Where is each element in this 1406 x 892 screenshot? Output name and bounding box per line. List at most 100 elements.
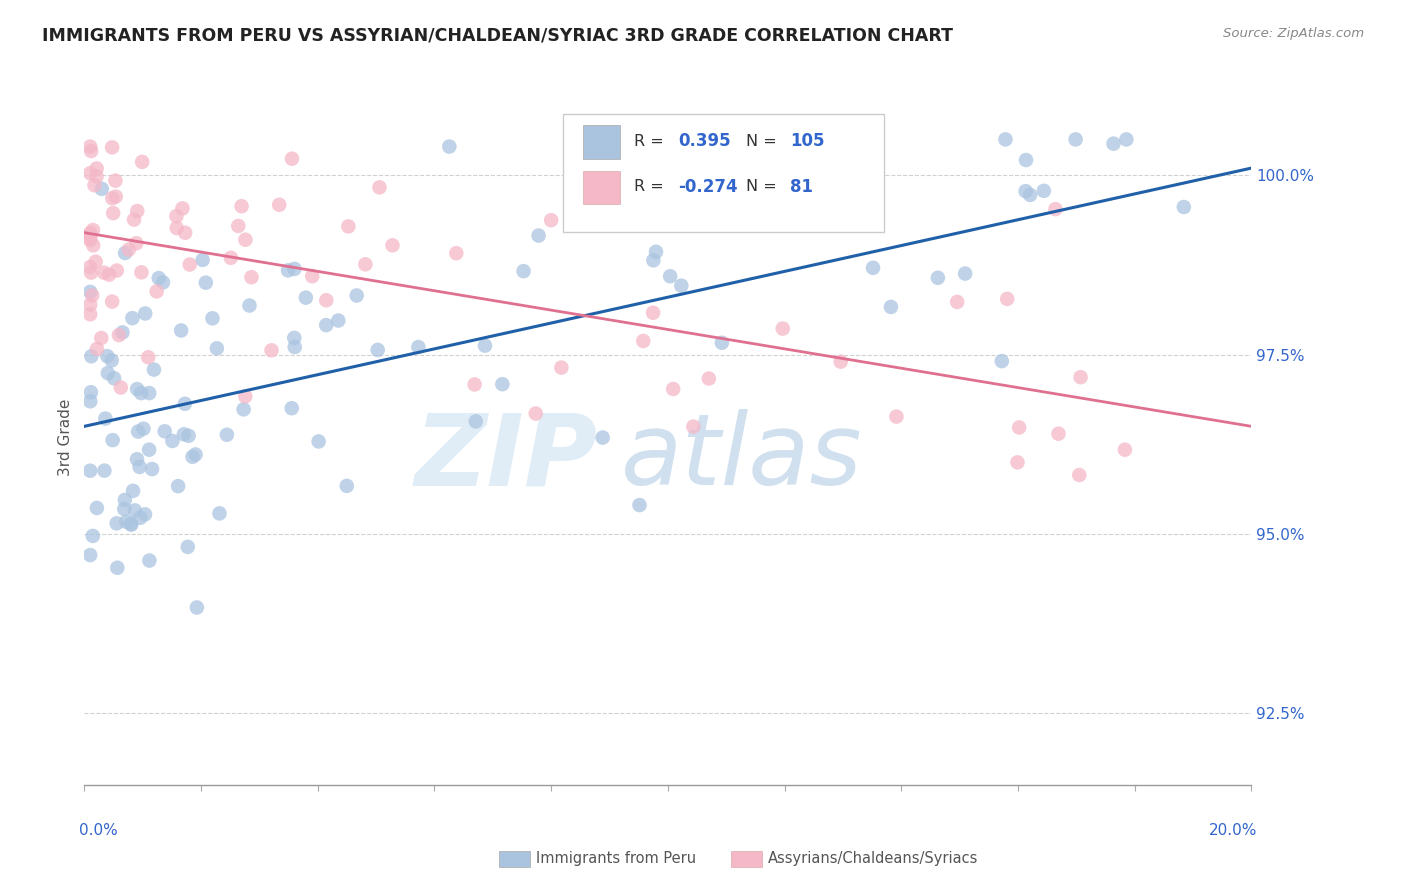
Point bbox=[101, 140, 124, 154]
Point bbox=[127, 425, 149, 439]
Point bbox=[215, 427, 238, 442]
Point bbox=[1069, 468, 1091, 483]
Point bbox=[125, 452, 148, 467]
Point bbox=[181, 450, 204, 464]
Point bbox=[93, 266, 115, 280]
Point bbox=[79, 298, 101, 312]
Point bbox=[177, 429, 200, 443]
Point bbox=[96, 349, 118, 363]
Point bbox=[682, 419, 704, 434]
Text: R =: R = bbox=[634, 134, 669, 149]
Point bbox=[886, 409, 908, 424]
Point bbox=[645, 244, 668, 259]
Point bbox=[110, 380, 132, 394]
Point bbox=[118, 243, 141, 257]
Point bbox=[174, 226, 197, 240]
Point bbox=[134, 508, 156, 522]
Point bbox=[337, 219, 360, 234]
Point bbox=[219, 251, 242, 265]
Text: N =: N = bbox=[747, 134, 782, 149]
Point bbox=[172, 202, 194, 216]
Point bbox=[129, 386, 152, 401]
Point bbox=[464, 377, 486, 392]
Point bbox=[1047, 426, 1070, 441]
Point bbox=[368, 180, 391, 194]
Point bbox=[659, 269, 682, 284]
FancyBboxPatch shape bbox=[582, 170, 620, 204]
Point bbox=[315, 293, 337, 308]
Point bbox=[308, 434, 330, 449]
Point bbox=[491, 377, 513, 392]
Point bbox=[633, 334, 655, 348]
Point bbox=[105, 516, 128, 531]
Text: 0.0%: 0.0% bbox=[79, 823, 117, 838]
Point bbox=[606, 163, 628, 178]
Point bbox=[1032, 184, 1054, 198]
Point bbox=[662, 382, 685, 396]
Point bbox=[796, 178, 818, 192]
Text: 0.395: 0.395 bbox=[678, 132, 731, 151]
Point bbox=[1015, 153, 1038, 167]
Point bbox=[710, 335, 733, 350]
Point bbox=[128, 459, 150, 474]
Point bbox=[354, 257, 377, 271]
Point bbox=[953, 267, 976, 281]
Point bbox=[79, 307, 101, 321]
Point bbox=[232, 402, 254, 417]
FancyBboxPatch shape bbox=[562, 113, 884, 232]
Point bbox=[80, 266, 103, 280]
Point bbox=[79, 166, 101, 180]
Point bbox=[277, 263, 299, 277]
Point bbox=[643, 253, 665, 268]
Point bbox=[1114, 442, 1136, 457]
Point bbox=[84, 254, 107, 268]
Point bbox=[1007, 455, 1029, 469]
Point bbox=[86, 500, 108, 515]
Point bbox=[862, 260, 884, 275]
Point bbox=[260, 343, 283, 358]
Point bbox=[86, 161, 108, 176]
Point bbox=[86, 342, 108, 356]
Point bbox=[1008, 420, 1031, 434]
Point bbox=[80, 349, 103, 363]
Point bbox=[138, 442, 160, 457]
Point bbox=[205, 342, 228, 356]
Text: atlas: atlas bbox=[621, 409, 863, 507]
Point bbox=[108, 328, 131, 343]
Point bbox=[281, 152, 304, 166]
Point bbox=[201, 311, 224, 326]
Point bbox=[122, 212, 145, 227]
Point bbox=[90, 331, 112, 345]
Point bbox=[446, 246, 468, 260]
Point bbox=[152, 276, 174, 290]
Point bbox=[86, 169, 108, 184]
Point bbox=[592, 431, 614, 445]
Point bbox=[90, 182, 112, 196]
Point bbox=[105, 263, 128, 277]
Point bbox=[880, 300, 903, 314]
Point bbox=[173, 397, 195, 411]
Point bbox=[946, 294, 969, 309]
Point bbox=[142, 362, 165, 376]
Point bbox=[269, 198, 291, 212]
Point bbox=[79, 548, 101, 562]
Point bbox=[82, 529, 104, 543]
Point bbox=[100, 353, 122, 368]
Point bbox=[991, 354, 1014, 368]
Text: 81: 81 bbox=[790, 178, 814, 195]
Point bbox=[995, 292, 1018, 306]
Point bbox=[173, 427, 195, 442]
Point bbox=[381, 238, 404, 252]
Point bbox=[101, 294, 124, 309]
Point bbox=[131, 154, 153, 169]
Point bbox=[141, 462, 163, 476]
Point bbox=[162, 434, 184, 448]
Point bbox=[94, 411, 117, 425]
Point bbox=[474, 338, 496, 352]
Point bbox=[167, 479, 190, 493]
Point bbox=[114, 246, 136, 260]
Point bbox=[284, 340, 307, 354]
Point bbox=[120, 517, 142, 532]
Point bbox=[208, 507, 231, 521]
Point bbox=[628, 498, 651, 512]
